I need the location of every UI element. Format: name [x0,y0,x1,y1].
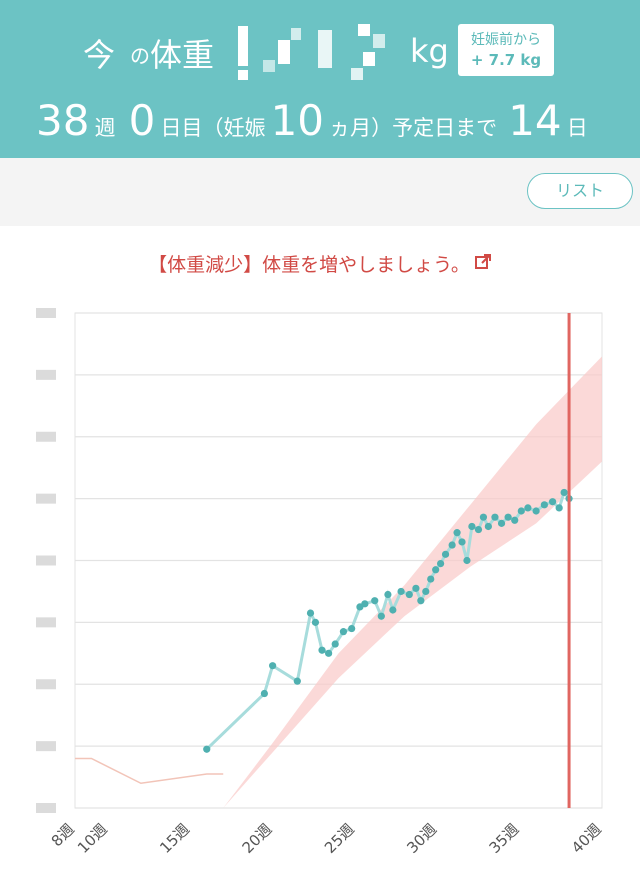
x-tick-label: 25週 [321,820,358,857]
y-tick-label-redacted [36,803,56,813]
weight-data-point [384,590,392,599]
weight-data-point [325,649,333,657]
y-tick-label-redacted [36,679,56,690]
x-tick-label: 35週 [486,820,523,857]
weight-data-point [269,662,277,670]
y-tick-label-redacted [36,369,56,380]
weight-data-point [517,507,525,515]
weight-data-point [412,584,420,592]
y-tick-label-redacted [36,741,56,752]
y-tick-label-redacted [36,617,56,628]
weight-data-point [203,745,211,753]
x-tick-label: 10週 [74,820,111,857]
weight-data-point [504,513,512,521]
weight-data-point [377,612,385,620]
weight-data-point [348,624,356,633]
baseline-line [75,757,224,785]
weight-data-point [437,559,445,568]
weight-data-point [318,646,326,654]
badge-title: 妊娠前から [471,32,541,48]
weight-data-point [463,556,471,565]
days-left-number: 14 [508,96,562,145]
y-tick-label-redacted [36,555,56,566]
x-tick-label: 20週 [239,820,276,857]
weight-data-point [432,566,440,574]
weight-unit: kg [410,32,449,70]
weight-data-point [484,522,492,531]
header-summary: 今 の 体重 kg 妊娠前から + 7.7 kg 38 週 0 日目（妊娠 10… [0,0,640,158]
weight-data-point [548,498,557,506]
external-link-icon[interactable] [474,253,492,276]
weight-data-point [311,618,320,626]
weight-data-point [339,628,348,636]
weight-data-point [453,529,461,537]
weight-data-point [555,504,563,512]
weight-data-point [479,513,488,521]
weight-data-point [427,575,435,583]
weight-data-point [260,689,268,698]
weight-alert[interactable]: 【体重減少】体重を増やしましょう。 [0,250,640,277]
day-number: 0 [128,96,156,145]
week-label: 週 [94,116,116,140]
weight-data-point [331,640,339,648]
day-label: 日目（妊娠 [160,116,266,140]
weight-data-point [417,597,425,605]
recommended-range-band [223,356,602,808]
x-tick-label: 8週 [48,820,78,850]
weight-data-point [491,513,499,521]
alert-text[interactable]: 【体重減少】体重を増やしましょう。 [148,254,470,276]
weight-data-point [389,606,397,614]
weight-data-point [293,677,301,685]
y-tick-label-redacted [36,431,56,442]
weight-data-point [397,587,405,596]
weight-data-point [532,507,540,515]
badge-value: + 7.7 kg [470,51,542,69]
x-tick-label: 40週 [568,820,605,857]
weight-data-point [540,501,548,509]
weight-label: 体重 [150,36,215,74]
weight-data-point [405,590,413,599]
month-label: ヵ月）予定日まで [329,116,498,140]
weight-data-point [361,600,369,608]
weight-data-point [458,538,466,546]
y-tick-label-redacted [36,493,56,504]
no-label: の [130,44,150,68]
weight-data-point [474,525,483,534]
pixelated-weight-value [233,20,403,82]
now-label: 今 [83,36,116,74]
week-number: 38 [36,96,90,145]
current-weight-row: 今 の 体重 kg 妊娠前から + 7.7 kg [0,18,640,88]
x-tick-label: 30週 [403,820,440,857]
pregnancy-week-row: 38 週 0 日目（妊娠 10 ヵ月）予定日まで 14 日 [36,96,626,146]
weight-data-point [468,522,476,531]
weight-data-point [371,597,379,605]
weight-data-point [497,519,506,527]
y-tick-label-redacted [36,308,56,318]
gain-badge: 妊娠前から + 7.7 kg [458,24,554,76]
toolbar: リスト [0,158,640,226]
weight-data-point [422,587,430,596]
weight-data-point [306,609,315,617]
weight-data-point [524,504,532,512]
list-button[interactable]: リスト [527,173,633,209]
weight-series-line [205,489,571,751]
weight-data-point [560,488,568,497]
days-left-label: 日 [566,116,588,140]
weight-data-point [448,541,456,549]
weight-data-point [441,550,450,558]
x-tick-label: 15週 [156,820,193,857]
month-number: 10 [270,96,325,145]
weight-data-point [511,516,519,524]
